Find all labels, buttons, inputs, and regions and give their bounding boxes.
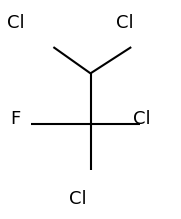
Text: Cl: Cl — [133, 110, 151, 128]
Text: Cl: Cl — [116, 14, 133, 32]
Text: Cl: Cl — [7, 14, 25, 32]
Text: Cl: Cl — [69, 190, 86, 208]
Text: F: F — [10, 110, 20, 128]
